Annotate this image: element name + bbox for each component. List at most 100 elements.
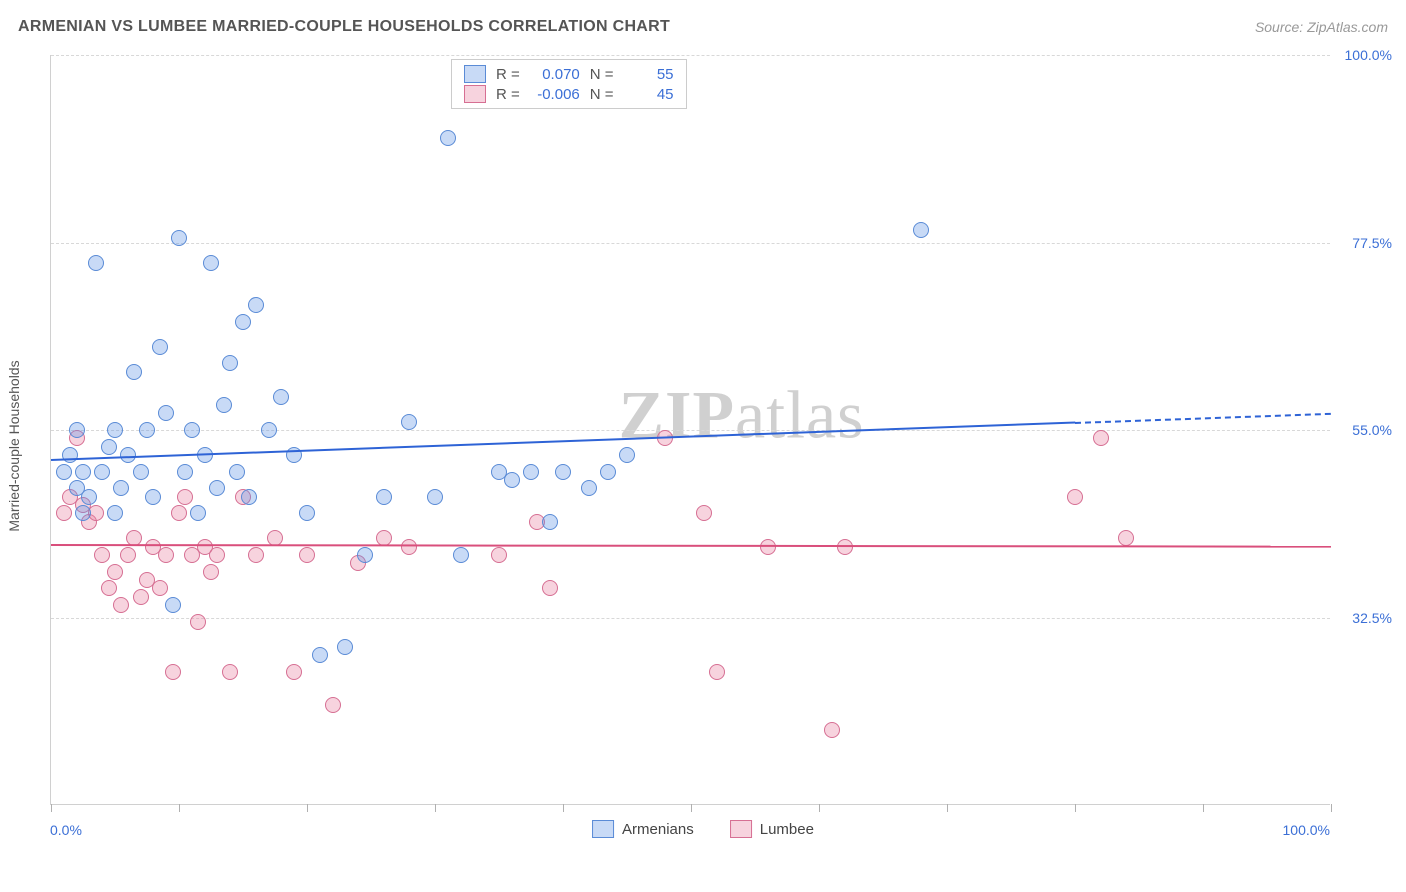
stats-r-label: R =: [496, 86, 520, 103]
scatter-point-armenian: [107, 422, 123, 438]
x-tick: [1075, 804, 1076, 812]
scatter-point-lumbee: [165, 664, 181, 680]
chart-title: ARMENIAN VS LUMBEE MARRIED-COUPLE HOUSEH…: [18, 18, 670, 36]
x-tick: [307, 804, 308, 812]
scatter-point-lumbee: [1067, 489, 1083, 505]
watermark: ZIPatlas: [619, 375, 865, 454]
x-tick: [435, 804, 436, 812]
stats-r-value: -0.006: [530, 86, 580, 103]
stats-r-value: 0.070: [530, 66, 580, 83]
scatter-point-armenian: [542, 514, 558, 530]
scatter-point-lumbee: [1118, 530, 1134, 546]
chart-source: Source: ZipAtlas.com: [1255, 19, 1388, 35]
trend-line-armenian-ext: [1075, 412, 1331, 423]
scatter-point-armenian: [248, 297, 264, 313]
scatter-point-armenian: [523, 464, 539, 480]
scatter-point-armenian: [152, 339, 168, 355]
scatter-point-armenian: [401, 414, 417, 430]
scatter-point-lumbee: [152, 580, 168, 596]
scatter-point-armenian: [139, 422, 155, 438]
scatter-point-armenian: [600, 464, 616, 480]
chart-header: ARMENIAN VS LUMBEE MARRIED-COUPLE HOUSEH…: [18, 18, 1388, 36]
scatter-point-lumbee: [209, 547, 225, 563]
scatter-point-lumbee: [158, 547, 174, 563]
scatter-point-armenian: [241, 489, 257, 505]
scatter-point-armenian: [581, 480, 597, 496]
scatter-point-lumbee: [56, 505, 72, 521]
scatter-point-lumbee: [696, 505, 712, 521]
y-tick-label: 77.5%: [1337, 235, 1392, 251]
scatter-point-lumbee: [1093, 430, 1109, 446]
scatter-point-armenian: [555, 464, 571, 480]
scatter-point-lumbee: [299, 547, 315, 563]
scatter-point-lumbee: [491, 547, 507, 563]
scatter-point-armenian: [69, 422, 85, 438]
x-tick: [179, 804, 180, 812]
scatter-point-lumbee: [709, 664, 725, 680]
scatter-point-armenian: [165, 597, 181, 613]
scatter-point-armenian: [184, 422, 200, 438]
scatter-point-lumbee: [107, 564, 123, 580]
scatter-point-armenian: [101, 439, 117, 455]
x-tick: [947, 804, 948, 812]
scatter-point-lumbee: [101, 580, 117, 596]
gridline: [51, 55, 1330, 56]
stats-n-value: 55: [624, 66, 674, 83]
scatter-point-armenian: [229, 464, 245, 480]
scatter-point-armenian: [158, 405, 174, 421]
y-axis-title: Married-couple Households: [6, 360, 22, 531]
scatter-point-lumbee: [248, 547, 264, 563]
scatter-point-lumbee: [203, 564, 219, 580]
x-tick: [819, 804, 820, 812]
scatter-point-armenian: [235, 314, 251, 330]
x-tick: [51, 804, 52, 812]
scatter-point-lumbee: [542, 580, 558, 596]
scatter-point-armenian: [312, 647, 328, 663]
legend-item-lumbee: Lumbee: [730, 820, 814, 838]
scatter-point-armenian: [261, 422, 277, 438]
stats-r-label: R =: [496, 66, 520, 83]
scatter-point-lumbee: [190, 614, 206, 630]
bottom-legend: Armenians Lumbee: [592, 820, 814, 838]
swatch-lumbee: [464, 85, 486, 103]
scatter-point-lumbee: [94, 547, 110, 563]
x-tick: [1203, 804, 1204, 812]
scatter-point-lumbee: [401, 539, 417, 555]
y-tick-label: 55.0%: [1337, 422, 1392, 438]
scatter-point-lumbee: [171, 505, 187, 521]
scatter-point-armenian: [62, 447, 78, 463]
scatter-point-lumbee: [286, 664, 302, 680]
scatter-point-armenian: [203, 255, 219, 271]
swatch-lumbee: [730, 820, 752, 838]
x-tick: [691, 804, 692, 812]
scatter-point-armenian: [619, 447, 635, 463]
scatter-point-lumbee: [222, 664, 238, 680]
scatter-point-armenian: [133, 464, 149, 480]
scatter-point-lumbee: [113, 597, 129, 613]
scatter-point-armenian: [75, 505, 91, 521]
watermark-atlas: atlas: [735, 376, 865, 452]
stats-legend: R = 0.070 N = 55 R = -0.006 N = 45: [451, 59, 687, 109]
scatter-point-lumbee: [177, 489, 193, 505]
scatter-point-lumbee: [120, 547, 136, 563]
x-max-label: 100.0%: [1283, 822, 1330, 838]
scatter-point-armenian: [171, 230, 187, 246]
stats-n-label: N =: [590, 86, 614, 103]
scatter-point-armenian: [299, 505, 315, 521]
watermark-zip: ZIP: [619, 376, 735, 452]
legend-item-armenian: Armenians: [592, 820, 694, 838]
scatter-point-armenian: [222, 355, 238, 371]
scatter-point-lumbee: [325, 697, 341, 713]
gridline: [51, 430, 1330, 431]
scatter-point-armenian: [113, 480, 129, 496]
scatter-point-armenian: [177, 464, 193, 480]
scatter-point-armenian: [145, 489, 161, 505]
swatch-armenian: [464, 65, 486, 83]
y-tick-label: 100.0%: [1337, 47, 1392, 63]
scatter-point-armenian: [81, 489, 97, 505]
scatter-point-lumbee: [133, 589, 149, 605]
scatter-point-armenian: [88, 255, 104, 271]
gridline: [51, 243, 1330, 244]
scatter-point-armenian: [357, 547, 373, 563]
x-tick: [1331, 804, 1332, 812]
